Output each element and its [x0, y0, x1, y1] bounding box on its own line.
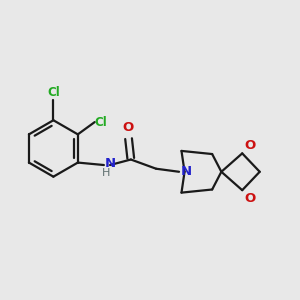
- Text: N: N: [105, 157, 116, 170]
- Text: Cl: Cl: [47, 86, 60, 99]
- Text: H: H: [101, 168, 110, 178]
- Text: O: O: [123, 122, 134, 134]
- Text: O: O: [244, 139, 255, 152]
- Text: Cl: Cl: [95, 116, 107, 129]
- Text: O: O: [244, 192, 255, 205]
- Text: N: N: [181, 165, 192, 178]
